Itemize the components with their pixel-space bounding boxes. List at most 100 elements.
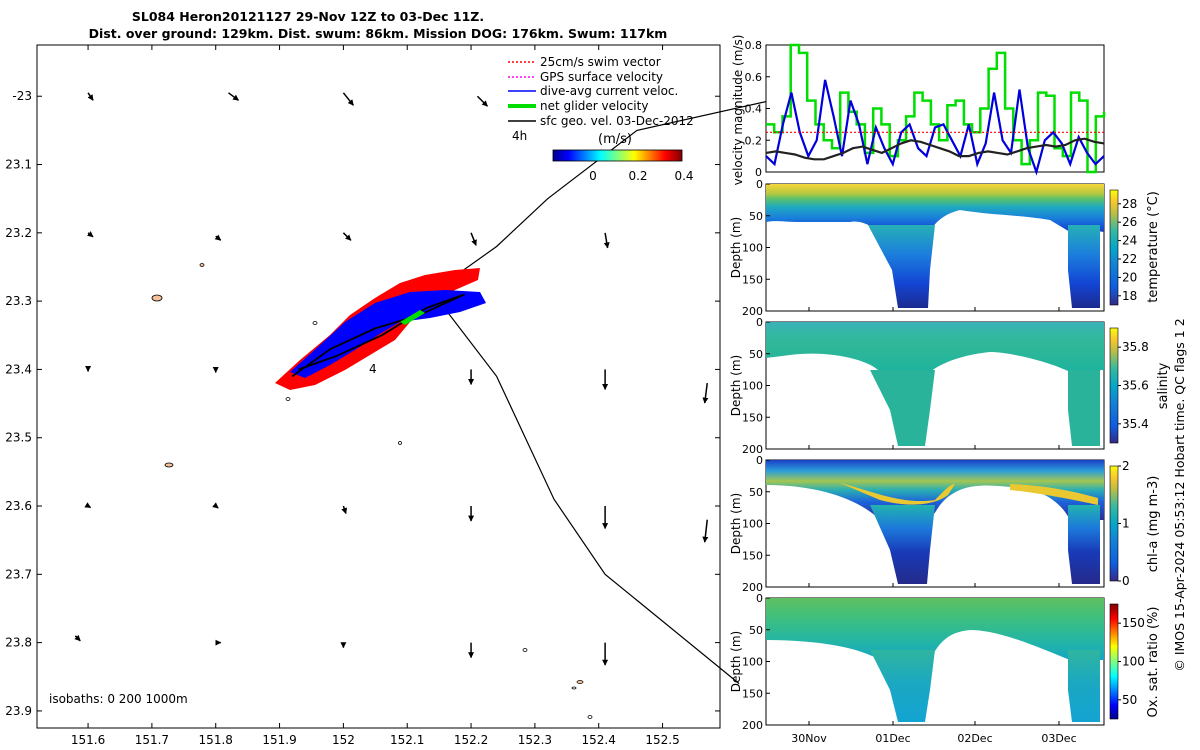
- legend-label: dive-avg current veloc.: [540, 84, 678, 98]
- map-panel: 151.6 151.7 151.8 151.9 152 152.1 152.2 152.3 15…: [5, 44, 791, 747]
- map-ytick-label: 23.8: [5, 636, 32, 650]
- reef-outline: [312, 321, 318, 325]
- map-ytick-label: 23.5: [5, 431, 32, 445]
- colorbar-tick: 0.4: [674, 169, 693, 183]
- map-xtick-label: 152.5: [645, 733, 679, 747]
- map-xtick-label: 151.8: [199, 733, 233, 747]
- velocity-ytick-label: 0.4: [745, 103, 763, 116]
- reef-outline: [164, 462, 174, 468]
- cbar-tick-label: 35.6: [1122, 379, 1149, 393]
- current-vector: [702, 519, 709, 543]
- oxygen-cbar-label: Ox. sat. ratio (%): [1146, 607, 1161, 718]
- map-ytick-label: 23.7: [5, 567, 32, 581]
- current-vector: [341, 505, 348, 515]
- depth-tick-label: 0: [756, 592, 763, 605]
- cbar-tick-label: 2: [1122, 459, 1130, 473]
- cbar-tick-label: 150: [1122, 616, 1145, 630]
- depth-tick-label: 100: [742, 242, 763, 255]
- velocity-series-line: [765, 79, 1105, 176]
- colorbar-tick: 0.2: [628, 169, 647, 183]
- current-vector: [84, 502, 92, 509]
- current-vector: [342, 92, 354, 106]
- current-vector: [87, 92, 94, 101]
- salinity-colorbar: [1109, 327, 1119, 444]
- velocity-ytick-label: 0.6: [745, 71, 763, 84]
- depth-tick-label: 150: [742, 687, 763, 700]
- oxygen-trough: [1068, 650, 1100, 722]
- map-xtick-label: 152.2: [454, 733, 488, 747]
- colorbar-label: (m/s): [598, 132, 632, 147]
- glider-track-line: [291, 293, 466, 378]
- reef-outline: [151, 294, 163, 302]
- velocity-panel: 0 0.2 0.4 0.6 0.8 velocity magnitude (m/s): [731, 35, 1106, 185]
- current-vector: [470, 232, 477, 246]
- legend-label: sfc geo. vel. 03-Dec-2012: [540, 114, 694, 128]
- legend-label: 25cm/s swim vector: [540, 55, 661, 69]
- cbar-tick-label: 24: [1122, 234, 1137, 248]
- time-tick-label: 30Nov: [791, 732, 827, 745]
- time-tick-label: 01Dec: [875, 732, 910, 745]
- glider-track-cluster: 4: [275, 268, 486, 390]
- current-vector: [342, 232, 352, 241]
- current-vector: [603, 232, 610, 249]
- map-ytick-label: 23.9: [5, 704, 32, 718]
- velocity-ticks: 0 0.2 0.4 0.6 0.8: [745, 39, 770, 179]
- velocity-series-line: [765, 137, 1105, 161]
- cbar-tick-label: 1: [1122, 517, 1130, 531]
- temperature-colorbar: [1109, 189, 1119, 306]
- oxygen-field: [766, 598, 1104, 660]
- map-xtick-label: 151.9: [262, 733, 296, 747]
- map-ytick-label: -23: [12, 89, 32, 103]
- reef-outline: [587, 715, 593, 719]
- map-colorbar: [552, 149, 683, 162]
- figure-subtitle: Dist. over ground: 129km. Dist. swum: 86…: [89, 26, 668, 41]
- reef-outline: [285, 397, 291, 401]
- velocity-ytick-label: 0: [755, 166, 762, 179]
- cbar-tick-label: 28: [1122, 197, 1137, 211]
- reef-outlines: [151, 263, 593, 719]
- depth-tick-label: 100: [742, 380, 763, 393]
- cbar-tick-label: 100: [1122, 655, 1145, 669]
- map-xtick-label: 152.4: [582, 733, 616, 747]
- chla-cbar-label: chl-a (mg m-3): [1146, 476, 1161, 573]
- chla-panel: chl-a (mg m-3): [765, 459, 1161, 588]
- depth-tick-label: 100: [742, 518, 763, 531]
- cbar-tick-label: 0: [1122, 574, 1130, 588]
- depth-tick-label: 200: [742, 305, 763, 318]
- scale-label: 4h: [512, 129, 527, 143]
- current-vector: [214, 234, 222, 241]
- depth-tick-label: 0: [756, 316, 763, 329]
- colorbar-tick: 0: [589, 169, 597, 183]
- salinity-cbar-label: salinity: [1156, 362, 1171, 409]
- chla-trough: [870, 505, 935, 584]
- map-ytick-label: 23.4: [5, 362, 32, 376]
- map-ticks: 151.6 151.7 151.8 151.9 152 152.1 152.2 152.3 15…: [5, 45, 720, 747]
- time-tick-label: 03Dec: [1041, 732, 1076, 745]
- cbar-tick-label: 35.8: [1122, 340, 1149, 354]
- salinity-panel: salinity: [765, 321, 1171, 450]
- depth-ylabel: Depth (m): [729, 355, 743, 416]
- map-ytick-label: 23.6: [5, 499, 32, 513]
- current-vector-swath: [290, 290, 486, 378]
- section-panels: temperature (°C) salinity chl-a (mg m-3): [729, 178, 1171, 745]
- current-vector-field: [74, 92, 709, 666]
- map-xtick-label: 152.1: [390, 733, 424, 747]
- legend-label: net glider velocity: [540, 99, 648, 113]
- depth-tick-label: 200: [742, 719, 763, 732]
- current-vector: [212, 502, 219, 509]
- salinity-trough: [1068, 370, 1100, 446]
- map-xtick-label: 152: [332, 733, 355, 747]
- temperature-trough: [1068, 225, 1100, 308]
- depth-tick-label: 150: [742, 411, 763, 424]
- map-axes: [36, 44, 721, 729]
- net-velocity-marker: [400, 310, 425, 325]
- cbar-tick-label: 18: [1122, 289, 1137, 303]
- velocity-ytick-label: 0.2: [745, 134, 763, 147]
- salinity-trough: [870, 370, 935, 446]
- depth-tick-label: 200: [742, 443, 763, 456]
- temperature-field: [766, 184, 1104, 235]
- legend-label: GPS surface velocity: [540, 70, 663, 84]
- depth-tick-label: 50: [749, 348, 763, 361]
- depth-tick-label: 0: [756, 178, 763, 191]
